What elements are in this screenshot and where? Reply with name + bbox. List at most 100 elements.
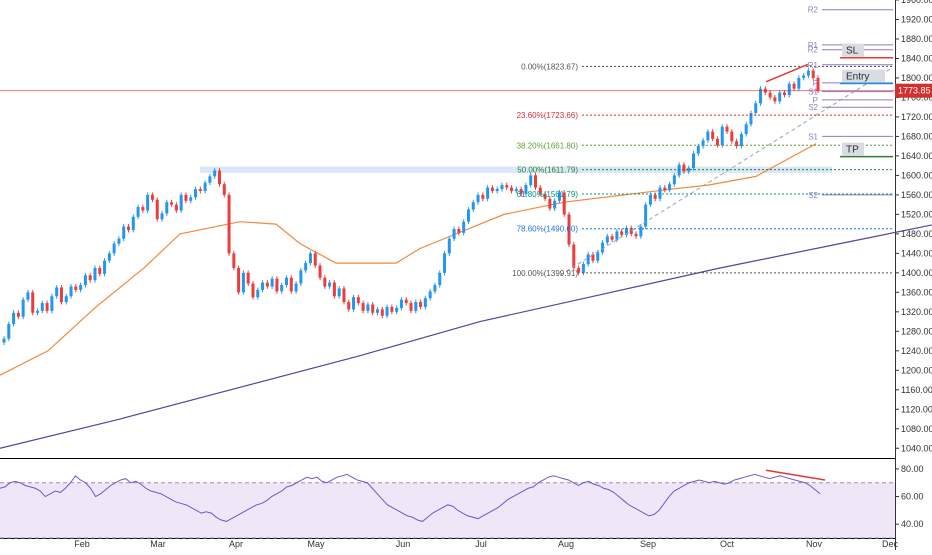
candle-body [337,288,341,297]
candle-body [730,131,734,142]
candle-body [548,198,552,209]
candle-body [519,189,523,194]
y-tick-label: 1400.00 [901,268,932,278]
candle-body [663,187,667,191]
candle-body [744,124,748,134]
candle-body [7,324,11,339]
candle-body [280,285,284,292]
candle-body [12,312,16,325]
annotation-label: TP [846,145,859,156]
pivot-label: S2 [808,103,818,112]
candle-body [634,233,638,237]
candle-body [375,309,379,313]
candle-body [50,296,54,311]
candle-body [40,303,44,311]
candle-body [261,282,265,290]
candle-body [131,216,135,230]
candle-body [275,278,279,292]
pivot-label: R1 [808,61,819,70]
pivot-label: R2 [808,6,819,15]
candle-body [270,278,274,287]
candle-body [529,175,533,186]
y-tick-label: 1240.00 [901,346,932,356]
candle-body [629,228,633,234]
x-month-label: Nov [806,539,823,549]
candle-body [486,187,490,199]
y-tick-label: 1600.00 [901,170,932,180]
candle-body [390,306,394,312]
candle-body [356,297,360,304]
candle-body [715,138,719,146]
candle-body [69,286,73,297]
last-price-label: 1773.85 [898,86,931,96]
candle-body [213,170,217,177]
candle-body [806,70,810,76]
candle-body [620,231,624,235]
candle-body [160,213,164,220]
candle-body [768,92,772,98]
x-month-label: Feb [74,539,90,549]
y-tick-label: 1280.00 [901,326,932,336]
candle-body [285,277,289,286]
pivot-label: P [813,79,818,88]
candle-body [2,338,6,343]
candle-body [615,231,619,240]
pivot-label: R2 [808,46,819,55]
candle-body [189,197,193,201]
candle-body [332,282,336,297]
candle-body [146,194,150,211]
pivot-label: S1 [808,88,818,97]
trendline-dashed [559,68,891,276]
candle-body [601,242,605,253]
candle-body [591,254,595,261]
candle-body [347,302,351,310]
y-tick-label: 1320.00 [901,307,932,317]
candle-body [232,253,236,268]
y-tick-label: 1840.00 [901,53,932,63]
candle-body [55,287,59,297]
candle-body [371,304,375,313]
candle-body [433,285,437,292]
candle-body [567,214,571,245]
candle-body [361,303,365,311]
candle-body [59,287,63,303]
candle-body [490,187,494,191]
candle-body [419,302,423,307]
candle-body [533,175,537,188]
candle-body [88,275,92,281]
candle-body [304,263,308,271]
candle-body [648,194,652,205]
rsi-tick-label: 40.00 [901,519,924,529]
candle-body [452,229,456,239]
candle-body [323,277,327,287]
candle-body [495,189,499,191]
price-divergence-line [765,63,809,83]
candle-body [797,77,801,89]
x-month-label: Jun [396,539,411,549]
candle-body [586,254,590,265]
candle-body [581,264,585,273]
candle-body [79,285,83,290]
y-tick-label: 1120.00 [901,404,932,414]
y-tick-label: 1880.00 [901,34,932,44]
x-month-label: Jul [475,539,487,549]
candle-body [423,298,427,307]
rsi-band [0,482,895,538]
candle-body [141,207,145,211]
candle-body [428,291,432,299]
candle-body [658,187,662,199]
candle-body [773,97,777,102]
candle-body [184,194,188,201]
y-tick-label: 1720.00 [901,112,932,122]
candle-body [481,194,485,199]
y-tick-label: 1200.00 [901,365,932,375]
candle-body [352,297,356,310]
candle-body [749,113,753,125]
annotation-box [842,142,864,156]
fib-label: 23.60%(1723.66) [517,111,579,120]
candle-body [443,253,447,273]
pivot-label: S2 [808,191,818,200]
candle-body [265,282,269,287]
candle-body [624,228,628,235]
candle-body [399,299,403,308]
